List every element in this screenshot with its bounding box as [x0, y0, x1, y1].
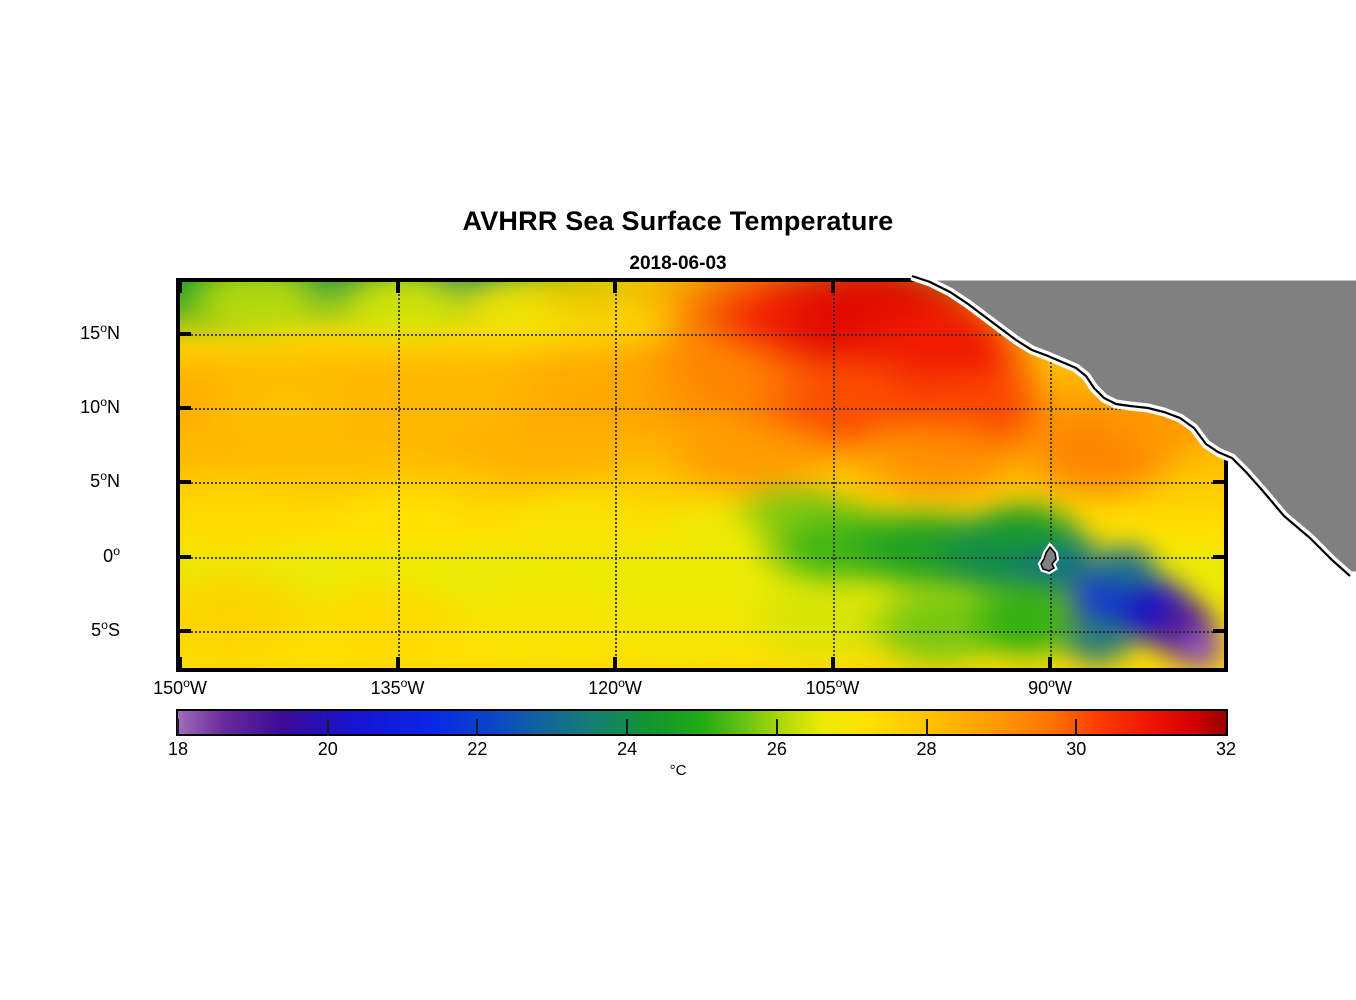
gridline-latitude	[180, 630, 1224, 633]
sst-blob	[963, 494, 1088, 563]
land-galapagos-islands	[1032, 541, 1066, 578]
x-axis-tick	[830, 282, 835, 293]
y-axis-tick	[180, 480, 191, 485]
y-axis-tick	[180, 331, 191, 336]
gridline-longitude	[615, 282, 617, 668]
x-axis-label: 120oW	[588, 676, 642, 698]
colorbar-tick-label: 24	[617, 739, 638, 759]
y-axis-tick	[180, 628, 191, 633]
sst-blob	[1087, 536, 1167, 605]
sst-blob	[1052, 604, 1144, 668]
x-axis-tick	[178, 282, 182, 293]
colorbar-tick	[775, 719, 778, 736]
y-axis-tick	[180, 554, 191, 559]
x-axis-tick	[613, 282, 617, 293]
colorbar-unit-label: °C	[669, 762, 687, 779]
x-axis-tick	[178, 657, 182, 668]
x-axis-tick	[395, 657, 400, 668]
y-axis-label: 5oN	[90, 469, 120, 492]
colorbar-tick-label: 22	[467, 739, 488, 759]
colorbar-tick-label: 28	[916, 739, 937, 759]
x-axis-tick	[1048, 657, 1052, 668]
colorbar-tick-label: 30	[1066, 739, 1087, 759]
y-axis-tick	[1213, 628, 1224, 633]
x-axis-label: 150oW	[153, 676, 207, 698]
colorbar-tick	[177, 719, 179, 736]
figure-subtitle: 2018-06-03	[629, 253, 727, 274]
land-central-america	[880, 271, 1356, 581]
y-axis-label: 5oS	[91, 617, 120, 640]
x-axis-label: 90oW	[1028, 676, 1072, 698]
gridline-latitude	[180, 408, 1224, 411]
sst-blob	[723, 479, 864, 544]
colorbar-gradient	[178, 711, 1226, 734]
colorbar	[176, 709, 1228, 736]
y-axis-tick	[1213, 554, 1224, 559]
y-axis-label: 15oN	[80, 320, 120, 343]
y-axis-label: 0o	[103, 543, 120, 566]
gridline-latitude	[180, 556, 1224, 559]
colorbar-tick-label: 18	[167, 739, 189, 759]
x-axis-tick	[830, 657, 835, 668]
y-axis-tick	[180, 406, 191, 411]
sst-blob	[1169, 619, 1224, 668]
colorbar-tick	[326, 719, 329, 736]
x-axis-label: 135oW	[370, 676, 425, 698]
gridline-longitude	[1050, 282, 1052, 668]
colorbar-tick-label: 26	[766, 739, 787, 759]
colorbar-tick	[925, 719, 928, 736]
y-axis-label: 10oN	[80, 395, 120, 418]
land-south-america-northwest	[1340, 452, 1356, 702]
gridline-longitude	[832, 282, 835, 668]
colorbar-tick	[476, 719, 479, 736]
x-axis-tick	[395, 282, 400, 293]
gridline-latitude	[180, 333, 1224, 336]
sst-blob	[307, 470, 497, 563]
map-axes	[176, 271, 1356, 672]
colorbar-tick	[626, 719, 629, 736]
colorbar-tick-label: 32	[1215, 739, 1237, 759]
colorbar-tick-label: 20	[317, 739, 338, 759]
x-axis-tick	[613, 657, 617, 668]
x-axis-label: 105oW	[805, 676, 860, 698]
y-axis-tick	[1213, 480, 1224, 485]
page-title: AVHRR Sea Surface Temperature	[462, 206, 894, 236]
colorbar-tick	[1075, 719, 1078, 736]
gridline-latitude	[180, 482, 1224, 485]
gridline-longitude	[397, 282, 400, 668]
